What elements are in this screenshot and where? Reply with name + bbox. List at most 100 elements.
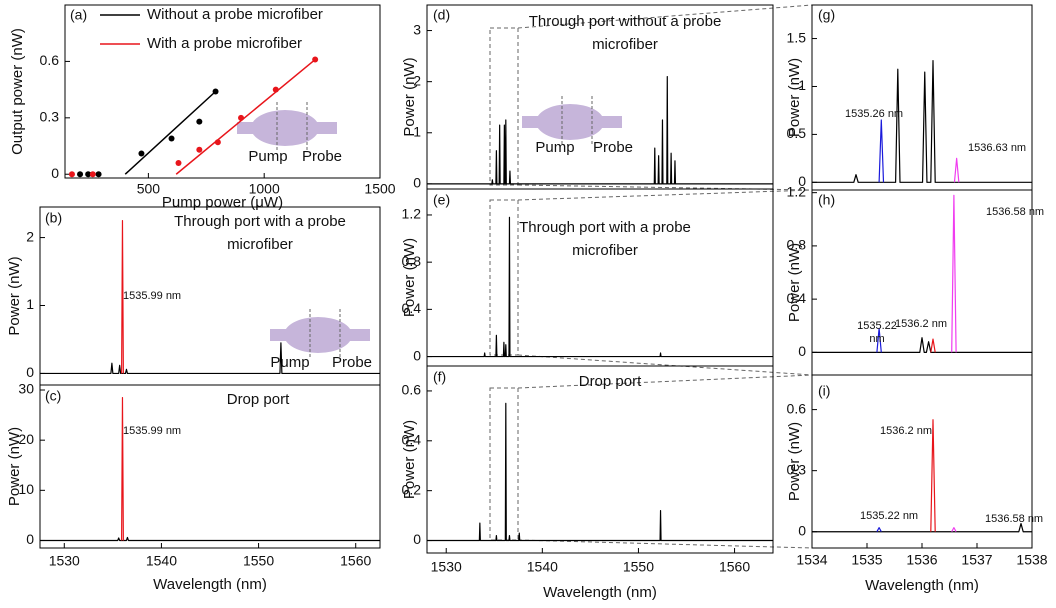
spectrum-line (121, 219, 124, 374)
y-tick-label: 0.8 (402, 253, 422, 269)
x-axis-label: Wavelength (nm) (543, 584, 657, 601)
zoom-box (489, 27, 519, 186)
y-tick-label: 0.6 (402, 382, 422, 398)
zoom-box (489, 387, 519, 541)
data-point (272, 86, 279, 93)
spectrum-line (427, 402, 773, 542)
y-tick-label: 1 (413, 123, 421, 139)
y-tick-label: 0 (798, 173, 806, 189)
y-tick-label: 0.3 (40, 109, 60, 125)
spectrum-line (876, 527, 882, 533)
inset-resonator (251, 110, 319, 146)
y-axis-label: Power (nW) (786, 243, 803, 322)
data-point (168, 135, 175, 142)
inset-label: Pump (270, 354, 309, 371)
y-tick-label: 0 (413, 175, 421, 191)
fit-line (124, 90, 217, 175)
zoom-line (517, 189, 813, 201)
y-axis-label: Power (nW) (786, 58, 803, 137)
y-axis-label: Power (nW) (6, 427, 23, 506)
y-tick-label: 0.8 (787, 237, 807, 253)
x-tick-label: 1530 (49, 553, 80, 569)
x-tick-label: 1540 (146, 553, 177, 569)
fit-line (175, 58, 316, 175)
y-tick-label: 1.5 (787, 29, 807, 45)
panel-title: Drop port (226, 391, 290, 408)
spectrum-line (953, 157, 960, 183)
y-tick-label: 10 (18, 481, 34, 497)
panel-label: (g) (818, 7, 835, 23)
panel-title: Through port with a probe microfiber (174, 213, 346, 253)
panel-label: (b) (45, 210, 62, 226)
y-tick-label: 30 (18, 381, 34, 397)
y-tick-label: 20 (18, 431, 34, 447)
panel-label: (a) (70, 7, 87, 23)
spectrum-line (930, 419, 936, 532)
data-point (89, 171, 96, 178)
inset-label: Probe (302, 148, 342, 165)
x-tick-label: 1537 (961, 552, 992, 568)
spectrum-line (40, 536, 380, 542)
zoom-line (517, 539, 813, 549)
x-tick-label: 1560 (719, 559, 750, 575)
zoom-line (517, 4, 813, 29)
data-point (238, 114, 245, 121)
spectrum-line (878, 119, 885, 183)
y-tick-label: 0.6 (40, 52, 60, 68)
data-point (95, 171, 102, 178)
plot-frame (811, 4, 1033, 191)
x-tick-label: 1500 (364, 181, 395, 197)
spectrum-line (951, 527, 957, 533)
inset-resonator (284, 317, 352, 353)
y-tick-label: 0 (26, 364, 34, 380)
y-tick-label: 0 (413, 347, 421, 363)
zoom-line (517, 354, 813, 376)
zoom-line (517, 374, 813, 389)
data-point (138, 150, 145, 157)
peak-annotation: 1535.99 nm (123, 425, 182, 437)
y-tick-label: 0.4 (402, 432, 422, 448)
y-tick-label: 3 (413, 21, 421, 37)
plot-frame (64, 4, 381, 179)
spectrum-line (930, 338, 936, 353)
y-tick-label: 0 (798, 522, 806, 538)
x-tick-label: 1538 (1016, 552, 1047, 568)
x-tick-label: 1550 (243, 553, 274, 569)
peak-annotation: 1536.58 nm (986, 206, 1045, 218)
y-axis-label: Output power (nW) (9, 28, 26, 155)
data-point (212, 88, 219, 95)
y-tick-label: 0 (413, 531, 421, 547)
panel-label: (e) (433, 192, 450, 208)
x-tick-label: 1550 (623, 559, 654, 575)
x-tick-label: 1535 (851, 552, 882, 568)
spectrum-line (951, 194, 957, 353)
inset-resonator (536, 104, 604, 140)
plot-frame (426, 365, 774, 554)
x-tick-label: 500 (137, 181, 161, 197)
y-axis-label: Power (nW) (401, 420, 418, 499)
y-tick-label: 0.2 (402, 481, 422, 497)
y-tick-label: 2 (413, 72, 421, 88)
peak-annotation: 1535.22 nm (857, 320, 897, 345)
x-tick-label: 1536 (906, 552, 937, 568)
peak-annotation: 1535.22 nm (860, 510, 919, 522)
data-point (196, 118, 203, 125)
data-point (196, 146, 203, 153)
inset-label: Probe (593, 139, 633, 156)
spectrum-line (812, 522, 1032, 533)
peak-annotation: 1536.2 nm (880, 425, 932, 437)
y-tick-label: 0 (51, 165, 59, 181)
inset-label: Pump (535, 139, 574, 156)
spectrum-line (812, 60, 1032, 183)
y-tick-label: 1 (26, 296, 34, 312)
panel-label: (i) (818, 383, 830, 399)
peak-annotation: 1536.63 nm (968, 142, 1027, 154)
x-tick-label: 1000 (249, 181, 280, 197)
data-point (312, 56, 319, 63)
spectrum-line (812, 337, 1032, 353)
peak-annotation: 1535.99 nm (123, 290, 182, 302)
spectrum-line (427, 216, 773, 358)
x-axis-label: Wavelength (nm) (153, 576, 267, 593)
y-tick-label: 0.6 (787, 400, 807, 416)
